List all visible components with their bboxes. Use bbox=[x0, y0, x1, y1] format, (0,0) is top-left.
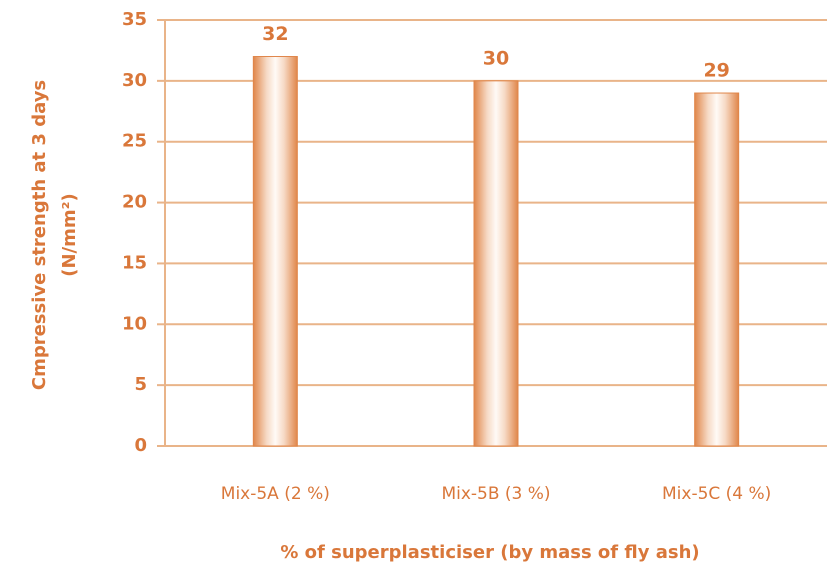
y-axis-label: (N/mm²) bbox=[59, 193, 80, 277]
y-tick-label: 25 bbox=[122, 131, 147, 152]
y-tick-label: 10 bbox=[122, 313, 147, 334]
y-tick-label: 35 bbox=[122, 9, 147, 30]
data-label: 30 bbox=[483, 47, 509, 69]
bar bbox=[694, 92, 740, 447]
y-tick-label: 5 bbox=[134, 374, 147, 395]
x-tick-label: Mix-5C (4 %) bbox=[662, 484, 771, 504]
y-axis-label: Cmpressive strength at 3 days bbox=[29, 80, 50, 390]
y-tick-label: 20 bbox=[122, 192, 147, 213]
y-tick-label: 15 bbox=[122, 252, 147, 273]
x-tick-label: Mix-5B (3 %) bbox=[441, 484, 550, 504]
y-tick-label: 0 bbox=[134, 435, 147, 456]
data-label: 32 bbox=[262, 23, 288, 45]
data-label: 29 bbox=[703, 60, 729, 82]
bar bbox=[473, 80, 519, 447]
y-tick-label: 30 bbox=[122, 70, 147, 91]
x-axis-label: % of superplasticiser (by mass of fly as… bbox=[280, 542, 699, 563]
bar bbox=[252, 56, 298, 447]
x-tick-label: Mix-5A (2 %) bbox=[221, 484, 330, 504]
